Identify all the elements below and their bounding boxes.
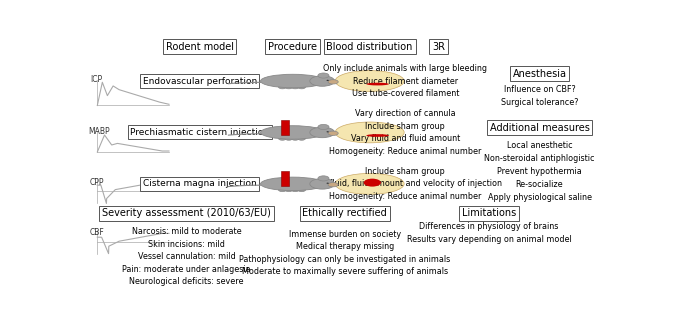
Ellipse shape	[335, 173, 404, 194]
Ellipse shape	[260, 74, 325, 88]
Ellipse shape	[297, 187, 306, 192]
Ellipse shape	[285, 187, 293, 192]
Text: Only include animals with large bleeding
Reduce filament diameter
Use tube-cover: Only include animals with large bleeding…	[323, 64, 487, 98]
Text: Include sham group
Vary fluid, fluid amount and velocity of injection
Homogeneit: Include sham group Vary fluid, fluid amo…	[309, 167, 501, 201]
Text: Cisterna magna injection: Cisterna magna injection	[143, 179, 257, 188]
Bar	[281, 171, 290, 186]
Ellipse shape	[260, 126, 325, 139]
Ellipse shape	[318, 176, 329, 181]
Text: ICP: ICP	[90, 75, 102, 84]
Ellipse shape	[328, 183, 338, 187]
Ellipse shape	[285, 136, 293, 140]
Ellipse shape	[291, 136, 299, 140]
Ellipse shape	[366, 83, 389, 86]
Ellipse shape	[291, 187, 299, 192]
Text: Additional measures: Additional measures	[490, 122, 590, 133]
Text: CBF: CBF	[90, 228, 105, 237]
Text: Limitations: Limitations	[462, 208, 516, 218]
Ellipse shape	[327, 80, 329, 81]
Ellipse shape	[335, 122, 404, 143]
Text: Rodent model: Rodent model	[166, 42, 234, 52]
Text: 3R: 3R	[432, 42, 445, 52]
Ellipse shape	[327, 183, 329, 184]
Ellipse shape	[318, 124, 329, 129]
Ellipse shape	[278, 136, 286, 140]
Text: Vary direction of cannula
Include sham group
Vary fluid and fluid amount
Homogen: Vary direction of cannula Include sham g…	[329, 109, 482, 156]
Ellipse shape	[328, 131, 338, 135]
Ellipse shape	[310, 76, 335, 86]
Ellipse shape	[285, 85, 293, 89]
Ellipse shape	[291, 85, 299, 89]
Ellipse shape	[328, 80, 338, 84]
Text: Endovascular perforation: Endovascular perforation	[142, 77, 257, 86]
Text: Severity assessment (2010/63/EU): Severity assessment (2010/63/EU)	[102, 208, 271, 218]
Text: Anesthesia: Anesthesia	[512, 69, 566, 79]
Text: Prechiasmatic cistern injection: Prechiasmatic cistern injection	[130, 128, 269, 137]
Text: Local anesthetic
Non-steroidal antiphlogistic
Prevent hypothermia
Re-socialize
A: Local anesthetic Non-steroidal antiphlog…	[484, 142, 595, 202]
Text: CPP: CPP	[90, 178, 104, 187]
Ellipse shape	[297, 136, 306, 140]
Text: Blood distribution: Blood distribution	[327, 42, 413, 52]
Ellipse shape	[364, 179, 381, 187]
Ellipse shape	[335, 71, 404, 91]
Text: MABP: MABP	[88, 127, 110, 136]
Ellipse shape	[278, 187, 286, 192]
Ellipse shape	[327, 131, 329, 132]
Ellipse shape	[310, 179, 335, 189]
Text: Ethically rectified: Ethically rectified	[302, 208, 387, 218]
Text: Procedure: Procedure	[268, 42, 317, 52]
Text: Immense burden on society
Medical therapy missing
Pathophysiology can only be in: Immense burden on society Medical therap…	[239, 230, 450, 276]
Text: Differences in physiology of brains
Results vary depending on animal model: Differences in physiology of brains Resu…	[407, 222, 571, 244]
Ellipse shape	[310, 127, 335, 138]
Ellipse shape	[297, 85, 306, 89]
Ellipse shape	[366, 134, 389, 137]
Bar	[281, 120, 290, 135]
Ellipse shape	[260, 177, 325, 190]
Ellipse shape	[278, 85, 286, 89]
Text: Influence on CBF?
Surgical tolerance?: Influence on CBF? Surgical tolerance?	[501, 85, 578, 107]
Text: Narcosis: mild to moderate
Skin incisions: mild
Vessel cannulation: mild
Pain: m: Narcosis: mild to moderate Skin incision…	[122, 227, 251, 286]
Ellipse shape	[318, 73, 329, 78]
